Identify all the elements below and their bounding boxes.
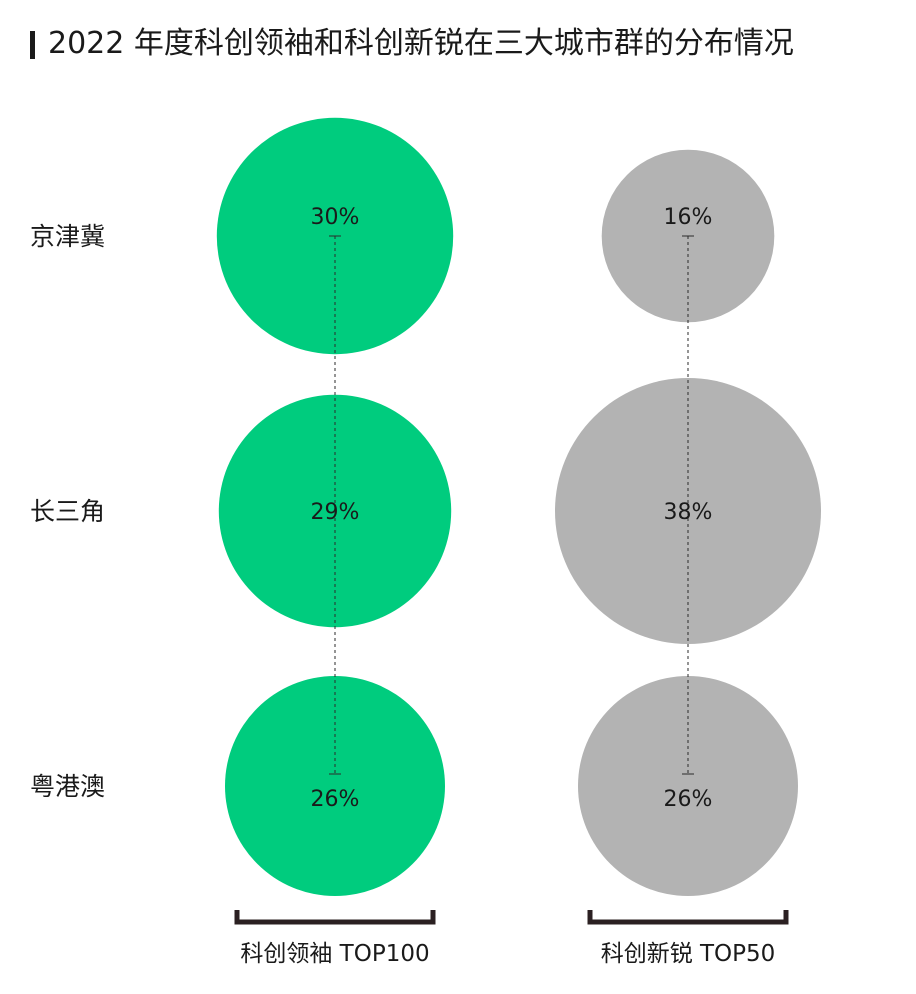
series-1 [216, 117, 454, 896]
title-accent-bar [30, 31, 35, 59]
value-label-2-2: 38% [664, 500, 713, 525]
value-label-2-3: 26% [664, 787, 713, 812]
value-label-1-3: 26% [311, 787, 360, 812]
bubble-2-3 [578, 676, 798, 896]
bubble-2-2 [555, 378, 821, 644]
chart-title: 2022 年度科创领袖和科创新锐在三大城市群的分布情况 [48, 26, 794, 61]
row-label-3: 粤港澳 [30, 772, 105, 801]
value-label-1-1: 30% [311, 205, 360, 230]
series-bracket-2 [587, 910, 789, 925]
value-label-2-1: 16% [664, 205, 713, 230]
series-label-2: 科创新锐 TOP50 [601, 941, 776, 967]
row-label-2: 长三角 [30, 497, 105, 526]
bubble-1-3 [225, 676, 445, 896]
bubble-1-2 [218, 394, 452, 628]
series-label-1: 科创领袖 TOP100 [240, 941, 429, 967]
value-label-1-2: 29% [311, 500, 360, 525]
series-bracket-1 [234, 910, 436, 925]
row-label-1: 京津冀 [30, 222, 105, 251]
